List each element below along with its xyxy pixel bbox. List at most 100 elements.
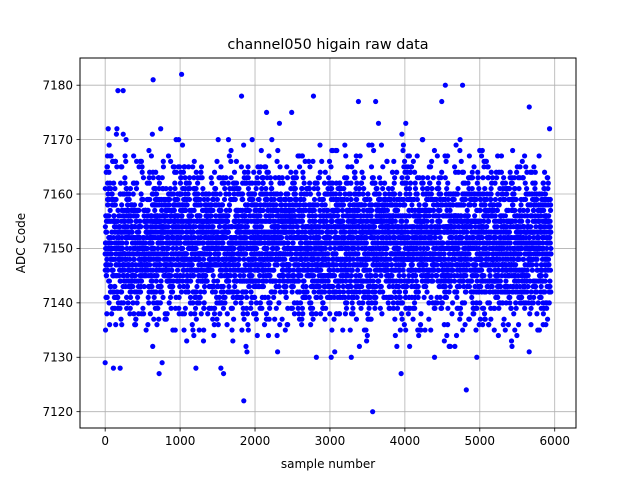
data-point <box>258 213 263 218</box>
data-point <box>449 311 454 316</box>
data-point <box>415 197 420 202</box>
data-point <box>209 175 214 180</box>
data-point <box>118 317 123 322</box>
data-point <box>132 257 137 262</box>
data-point <box>332 273 337 278</box>
data-point <box>296 278 301 283</box>
data-point <box>294 175 299 180</box>
data-point <box>300 170 305 175</box>
data-point <box>299 186 304 191</box>
data-point <box>283 284 288 289</box>
data-point <box>209 181 214 186</box>
data-point <box>380 289 385 294</box>
data-point <box>146 300 151 305</box>
data-point <box>246 186 251 191</box>
data-point <box>194 246 199 251</box>
data-point <box>158 300 163 305</box>
data-point <box>318 295 323 300</box>
data-point <box>330 284 335 289</box>
data-point <box>119 164 124 169</box>
data-point <box>168 159 173 164</box>
data-point <box>123 137 128 142</box>
data-point <box>423 202 428 207</box>
data-point <box>114 132 119 137</box>
data-point <box>245 164 250 169</box>
data-point <box>113 322 118 327</box>
data-point <box>291 284 296 289</box>
data-point <box>107 278 112 283</box>
data-point <box>159 289 164 294</box>
data-point <box>400 300 405 305</box>
data-point <box>400 317 405 322</box>
data-point <box>249 273 254 278</box>
data-point <box>429 191 434 196</box>
data-point <box>301 197 306 202</box>
data-point <box>232 284 237 289</box>
data-point <box>360 300 365 305</box>
data-point <box>409 202 414 207</box>
data-point <box>168 186 173 191</box>
data-point <box>236 262 241 267</box>
data-point <box>420 175 425 180</box>
data-point <box>274 159 279 164</box>
data-point <box>174 170 179 175</box>
data-point <box>197 213 202 218</box>
data-point <box>444 295 449 300</box>
data-point <box>406 311 411 316</box>
data-point <box>291 240 296 245</box>
data-point <box>300 306 305 311</box>
data-point <box>186 289 191 294</box>
data-point <box>110 191 115 196</box>
data-point <box>460 327 465 332</box>
data-point <box>422 327 427 332</box>
data-point <box>362 202 367 207</box>
data-point <box>246 327 251 332</box>
data-point <box>367 268 372 273</box>
data-point <box>407 186 412 191</box>
data-point <box>241 317 246 322</box>
data-point <box>158 126 163 131</box>
data-point <box>467 317 472 322</box>
data-point <box>409 164 414 169</box>
data-point <box>277 322 282 327</box>
data-point <box>393 219 398 224</box>
data-point <box>243 289 248 294</box>
data-point <box>237 257 242 262</box>
data-point <box>119 289 124 294</box>
data-point <box>239 327 244 332</box>
data-point <box>422 295 427 300</box>
data-point <box>210 208 215 213</box>
data-point <box>147 262 152 267</box>
data-point <box>105 164 110 169</box>
data-point <box>442 338 447 343</box>
data-point <box>432 355 437 360</box>
data-point <box>251 170 256 175</box>
data-point <box>398 295 403 300</box>
data-point <box>413 181 418 186</box>
data-point <box>238 300 243 305</box>
data-point <box>259 148 264 153</box>
data-point <box>280 317 285 322</box>
data-point <box>359 170 364 175</box>
data-point <box>444 333 449 338</box>
data-point <box>130 284 135 289</box>
data-point <box>371 175 376 180</box>
data-point <box>240 191 245 196</box>
data-point <box>231 317 236 322</box>
data-point <box>378 306 383 311</box>
data-point <box>392 317 397 322</box>
data-point <box>211 333 216 338</box>
data-point <box>216 137 221 142</box>
data-point <box>445 153 450 158</box>
data-point <box>190 164 195 169</box>
data-point <box>248 306 253 311</box>
data-point <box>318 268 323 273</box>
data-point <box>282 257 287 262</box>
data-point <box>220 202 225 207</box>
data-point <box>315 186 320 191</box>
data-point <box>429 219 434 224</box>
data-point <box>358 153 363 158</box>
data-point <box>371 278 376 283</box>
data-point <box>166 153 171 158</box>
data-point <box>443 175 448 180</box>
